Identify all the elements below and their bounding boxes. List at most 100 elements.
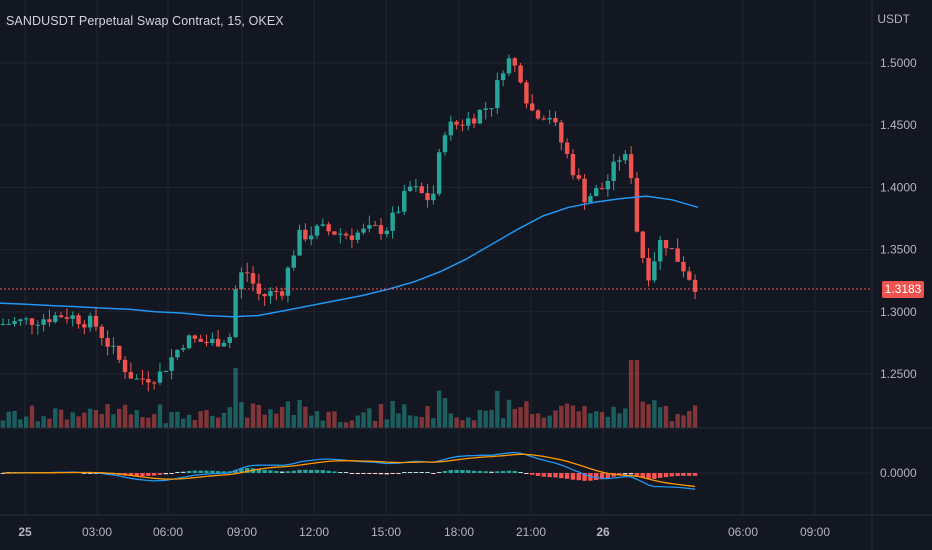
volume-bar	[70, 412, 75, 428]
volume-bar	[297, 399, 302, 428]
volume-bar	[390, 400, 395, 428]
volume-bar	[436, 390, 442, 428]
volume-bar	[18, 419, 23, 428]
candle-body	[500, 73, 506, 81]
macd-histogram-bar	[407, 472, 413, 473]
candle-body	[291, 255, 296, 268]
macd-histogram-bar	[634, 473, 640, 476]
volume-bar	[559, 405, 564, 428]
volume-bar	[553, 410, 558, 428]
volume-bar	[413, 416, 419, 428]
volume-bar	[58, 409, 64, 428]
candle-body	[384, 230, 390, 235]
macd-histogram-bar	[564, 473, 570, 479]
volume-bar	[349, 420, 355, 428]
price-tick-label: 1.3500	[880, 243, 917, 257]
volume-bar	[617, 413, 622, 428]
candle-body	[530, 103, 535, 111]
candle-body	[681, 261, 686, 272]
macd-histogram-bar	[442, 470, 448, 473]
macd-histogram-bar	[128, 473, 134, 477]
volume-bar	[419, 417, 424, 428]
candle-body	[640, 231, 645, 258]
volume-bar	[402, 404, 407, 428]
candle-body	[151, 382, 157, 384]
macd-histogram-bar	[175, 472, 180, 473]
macd-histogram-bar	[448, 470, 453, 473]
candle-body	[204, 341, 209, 344]
volume-bar	[308, 415, 314, 428]
volume-bar	[378, 404, 384, 428]
volume-bar	[512, 408, 517, 428]
candle-body	[535, 110, 541, 119]
chart-title: SANDUSDT Perpetual Swap Contract, 15, OK…	[6, 14, 284, 28]
price-axis-labels: 1.5000 1.4500 1.4000 1.3500 1.3000 1.2500 0.00…	[880, 56, 917, 480]
volume-bar	[477, 409, 483, 428]
candle-body	[413, 186, 419, 188]
volume-bar	[163, 423, 168, 428]
volume-bar	[64, 419, 70, 428]
candle-body	[553, 117, 558, 123]
candle-body	[0, 324, 6, 326]
candle-body	[169, 357, 174, 371]
candle-body	[134, 378, 139, 380]
volume-bar	[489, 409, 494, 428]
candle-body	[140, 378, 145, 380]
macd-histogram-bar	[471, 470, 477, 473]
macd-histogram-bar	[605, 473, 611, 479]
price-tick-label: 1.4000	[880, 180, 917, 194]
volume-bar	[541, 417, 547, 428]
candle-body	[64, 317, 70, 319]
candle-body	[576, 175, 581, 179]
time-tick-label: 09:00	[800, 525, 830, 539]
macd-histogram-bar	[623, 473, 628, 475]
macd-histogram-bar	[332, 471, 337, 473]
candle-body	[256, 283, 262, 294]
macd-histogram-bar	[233, 469, 238, 473]
candle-body	[652, 261, 657, 281]
volume-bar	[652, 400, 657, 428]
candle-body	[18, 319, 23, 322]
time-tick-label: 12:00	[299, 525, 329, 539]
macd-histogram-bar	[483, 471, 488, 473]
candle-body	[582, 178, 587, 203]
volume-bar	[442, 398, 448, 428]
macd-histogram-bar	[274, 470, 279, 473]
macd-histogram-bar	[210, 470, 215, 473]
macd-histogram-bar	[285, 471, 291, 473]
macd-histogram-bar	[390, 473, 395, 474]
macd-histogram-bar	[268, 470, 273, 473]
volume-bar	[681, 415, 686, 428]
volume-bar	[12, 410, 17, 428]
candle-body	[349, 235, 355, 240]
volume-bar	[210, 415, 215, 428]
volume-bar	[675, 413, 680, 428]
candle-body	[564, 142, 570, 155]
candle-body	[669, 248, 675, 250]
macd-histogram-bar	[500, 471, 506, 473]
candle-body	[198, 338, 203, 342]
macd-histogram-bar	[349, 473, 355, 474]
volume-bar	[657, 407, 663, 428]
volume-bar	[576, 411, 581, 428]
macd-histogram-bar	[93, 473, 99, 474]
volume-bar	[215, 417, 221, 428]
volume-bar	[93, 410, 99, 428]
volume-bar	[221, 412, 227, 428]
candle-body	[285, 267, 291, 296]
price-tick-label: 1.3000	[880, 305, 917, 319]
candle-body	[611, 161, 616, 181]
macd-histogram-bar	[245, 468, 250, 473]
volume-bar	[582, 405, 587, 428]
macd-histogram-bar	[297, 469, 302, 473]
candle-body	[338, 233, 343, 235]
candle-body	[471, 118, 477, 124]
volume-bar	[268, 409, 273, 428]
candle-body	[378, 225, 384, 235]
volume-bar	[157, 404, 163, 428]
volume-bar	[495, 390, 500, 428]
macd-histogram-bar	[396, 473, 401, 474]
volume-bar	[640, 401, 645, 428]
candle-body	[559, 122, 564, 143]
